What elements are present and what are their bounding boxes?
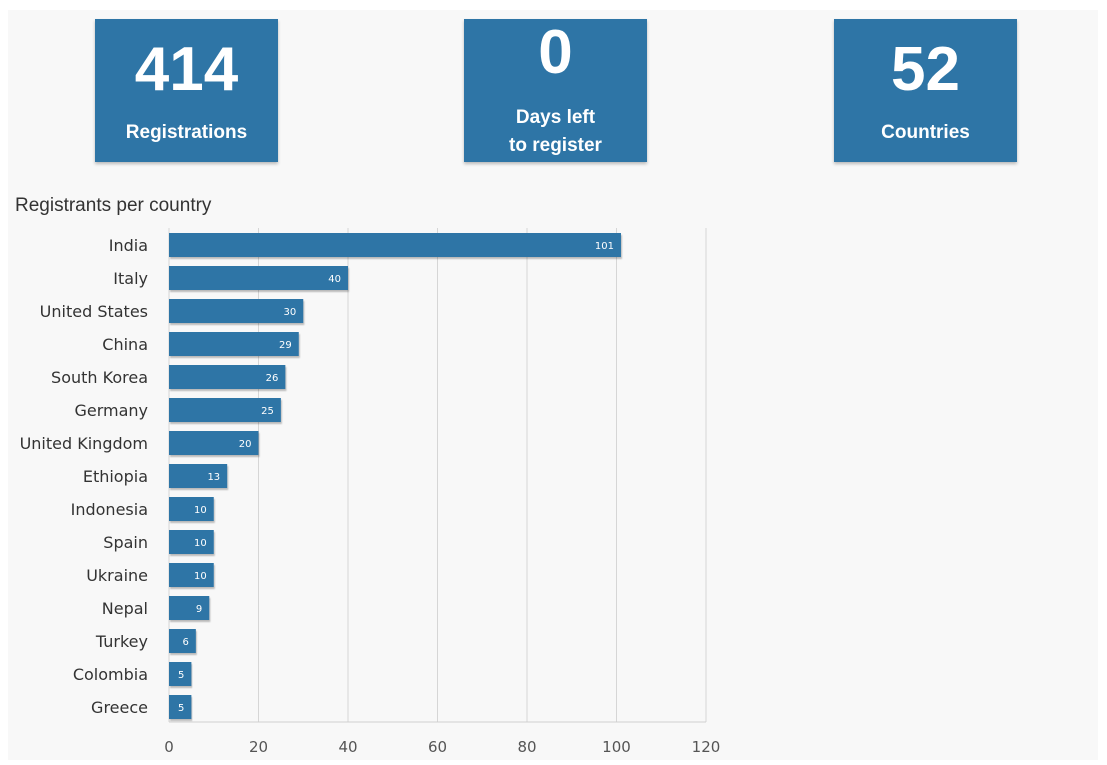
bar <box>169 629 196 653</box>
x-tick-label: 40 <box>338 738 357 756</box>
data-label: 9 <box>196 604 202 615</box>
category-label: Spain <box>103 533 148 552</box>
bar <box>169 563 214 587</box>
data-label: 6 <box>182 637 188 648</box>
data-label: 25 <box>261 406 274 417</box>
bar <box>169 365 286 389</box>
data-label: 101 <box>595 241 614 252</box>
bar <box>169 695 192 719</box>
days-left-card: 0 Days left to register <box>464 19 647 162</box>
category-label: United Kingdom <box>20 434 148 453</box>
category-label: China <box>102 335 148 354</box>
data-label: 10 <box>194 538 207 549</box>
category-label: India <box>109 236 148 255</box>
bar <box>169 398 281 422</box>
registrations-count: 414 <box>134 35 239 104</box>
data-label: 20 <box>239 439 252 450</box>
category-label: Indonesia <box>71 500 148 519</box>
registrations-label: Registrations <box>125 122 248 143</box>
category-label: Turkey <box>95 632 148 651</box>
data-label: 5 <box>178 670 184 681</box>
x-tick-label: 60 <box>428 738 447 756</box>
bar <box>169 431 259 455</box>
bar <box>169 497 214 521</box>
bar <box>169 233 621 257</box>
registrations-card: 414 Registrations <box>95 19 278 162</box>
days-left-label: Days left to register <box>464 104 647 160</box>
chart-title: Registrants per country <box>15 195 212 216</box>
data-label: 10 <box>194 571 207 582</box>
data-label: 26 <box>266 373 279 384</box>
bar <box>169 530 214 554</box>
bar <box>169 596 210 620</box>
bar <box>169 299 304 323</box>
category-label: Greece <box>91 698 148 717</box>
days-left-label-line1: Days left <box>515 107 596 128</box>
x-tick-label: 80 <box>517 738 536 756</box>
category-label: Nepal <box>102 599 148 618</box>
data-label: 40 <box>328 274 341 285</box>
bar <box>169 662 192 686</box>
x-tick-label: 0 <box>164 738 174 756</box>
countries-count: 52 <box>891 35 960 104</box>
data-label: 29 <box>279 340 292 351</box>
bar <box>169 464 228 488</box>
x-tick-label: 120 <box>692 738 721 756</box>
countries-label: Countries <box>881 122 970 143</box>
x-tick-label: 20 <box>249 738 268 756</box>
bar <box>169 332 299 356</box>
category-label: Italy <box>113 269 148 288</box>
category-label: Ethiopia <box>83 467 148 486</box>
category-label: South Korea <box>51 368 148 387</box>
countries-card: 52 Countries <box>834 19 1017 162</box>
x-tick-label: 100 <box>602 738 631 756</box>
data-label: 5 <box>178 703 184 714</box>
data-label: 13 <box>207 472 220 483</box>
category-label: United States <box>40 302 148 321</box>
category-label: Colombia <box>73 665 148 684</box>
days-left-count: 0 <box>538 18 573 87</box>
days-left-label-line2: to register <box>509 135 602 156</box>
data-label: 10 <box>194 505 207 516</box>
bar <box>169 266 348 290</box>
data-label: 30 <box>284 307 297 318</box>
category-label: Germany <box>74 401 148 420</box>
category-label: Ukraine <box>86 566 148 585</box>
